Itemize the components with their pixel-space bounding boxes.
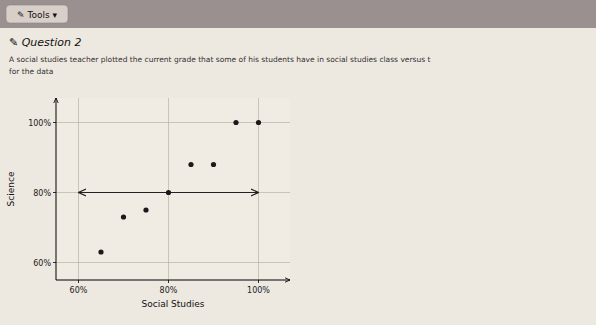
page-canvas: ✎ Tools ▾ ✎ Question 2 A social studies te…	[0, 0, 596, 325]
header-bar	[0, 0, 596, 28]
x-tick-label: 100%	[247, 286, 270, 295]
scatter-point	[233, 120, 238, 125]
scatter-point	[166, 190, 171, 195]
description-line: A social studies teacher plotted the cur…	[9, 55, 430, 64]
scatter-point	[188, 162, 193, 167]
x-tick-label: 80%	[160, 286, 178, 295]
page-content	[0, 28, 596, 325]
scatter-point	[121, 214, 126, 219]
scatter-point	[98, 249, 103, 254]
tools-label: ✎ Tools ▾	[17, 10, 57, 20]
x-axis-label: Social Studies	[142, 299, 205, 309]
grid-line	[56, 192, 290, 193]
grid-line	[168, 98, 169, 280]
y-axis-line	[56, 98, 57, 280]
tools-button	[6, 5, 68, 23]
plot-area	[56, 98, 290, 280]
description-line: for the data	[9, 67, 53, 76]
y-axis-label: Science	[6, 171, 16, 206]
plot-marks	[79, 120, 262, 255]
x-tick-label: 60%	[70, 286, 88, 295]
x-axis-line	[56, 280, 290, 281]
grid-line	[56, 122, 290, 123]
scatter-point	[256, 120, 261, 125]
grid-line	[258, 98, 259, 280]
grid-line	[56, 262, 290, 263]
grid-line	[78, 98, 79, 280]
scatter-point	[143, 207, 148, 212]
y-tick-label: 60%	[33, 259, 51, 268]
scatter-point	[211, 162, 216, 167]
y-tick-label: 80%	[33, 189, 51, 198]
question-heading: ✎ Question 2	[9, 36, 81, 49]
y-tick-label: 100%	[28, 119, 51, 128]
